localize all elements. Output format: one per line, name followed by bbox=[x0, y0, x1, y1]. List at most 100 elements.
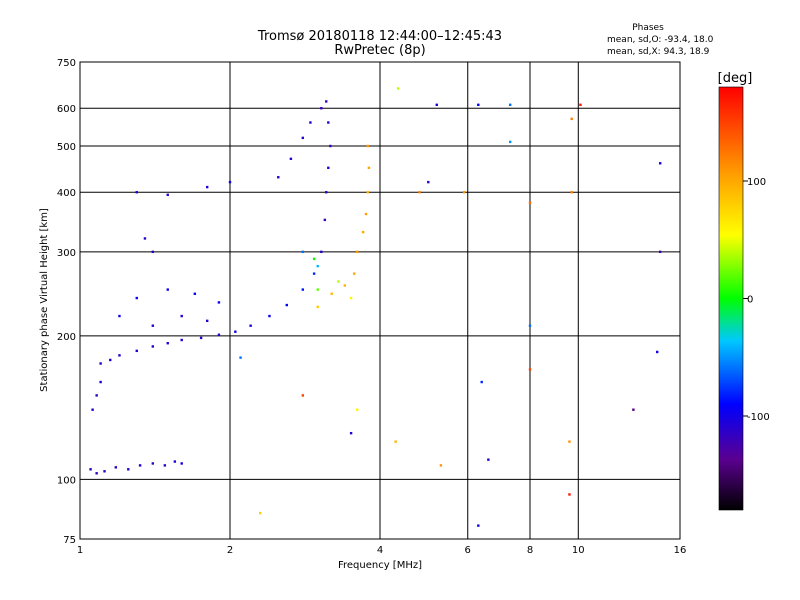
colorbar-label: [deg] bbox=[718, 71, 753, 86]
y-axis-label: Stationary phase Virtual Height [km] bbox=[39, 208, 50, 392]
chart-subtitle: RwPretec (8p) bbox=[334, 43, 425, 58]
data-point bbox=[367, 166, 371, 170]
data-point bbox=[462, 191, 466, 194]
y-tick-label: 600 bbox=[57, 104, 76, 115]
data-point bbox=[301, 394, 305, 397]
data-point bbox=[435, 103, 438, 107]
data-point bbox=[325, 100, 328, 103]
stats-x-line: mean, sd,X: 94.3, 18.9 bbox=[607, 47, 710, 57]
data-point bbox=[301, 136, 305, 140]
data-point bbox=[205, 319, 209, 323]
data-point bbox=[366, 144, 369, 148]
data-point bbox=[199, 336, 203, 340]
colorbar-tick-label: 100 bbox=[747, 177, 766, 188]
data-point bbox=[138, 464, 142, 467]
data-point bbox=[180, 462, 183, 465]
data-point bbox=[439, 464, 443, 467]
data-point bbox=[285, 303, 288, 307]
data-point bbox=[166, 193, 169, 197]
colorbar bbox=[718, 86, 744, 511]
data-point bbox=[327, 121, 330, 124]
data-point bbox=[396, 87, 400, 90]
colorbar-tick-label: 0 bbox=[747, 295, 753, 306]
stats-box: Phases mean, sd,O: -93.4, 18.0 mean, sd,… bbox=[607, 23, 714, 57]
data-point bbox=[151, 250, 155, 254]
data-point bbox=[89, 468, 92, 471]
data-point bbox=[217, 333, 221, 336]
x-tick-label: 1 bbox=[77, 545, 83, 556]
data-point bbox=[228, 180, 232, 184]
data-point bbox=[259, 511, 262, 515]
data-point bbox=[180, 338, 183, 342]
y-tick-labels: 75 100 200 300 400 500 600 750 bbox=[57, 58, 76, 546]
data-point bbox=[355, 250, 359, 254]
data-point bbox=[477, 103, 480, 107]
data-point bbox=[320, 250, 323, 254]
data-point bbox=[151, 462, 155, 465]
data-point bbox=[103, 470, 106, 473]
x-tick-label: 4 bbox=[377, 545, 383, 556]
data-point bbox=[361, 230, 365, 234]
data-point bbox=[289, 157, 293, 161]
data-point bbox=[95, 472, 98, 475]
data-point bbox=[327, 166, 330, 170]
data-point bbox=[239, 356, 242, 359]
data-point bbox=[277, 176, 280, 179]
y-tick-label: 100 bbox=[57, 475, 76, 486]
data-point bbox=[480, 380, 483, 384]
data-point bbox=[579, 103, 582, 107]
x-axis-label: Frequency [MHz] bbox=[338, 560, 422, 571]
x-tick-label: 6 bbox=[465, 545, 471, 556]
data-point bbox=[135, 191, 138, 194]
data-point bbox=[166, 288, 169, 291]
x-tick-labels: 1 2 4 6 8 10 16 bbox=[77, 545, 687, 556]
grid-lines bbox=[80, 62, 680, 539]
y-tick-label: 300 bbox=[57, 248, 76, 259]
data-point bbox=[658, 250, 662, 254]
stats-heading: Phases bbox=[632, 23, 664, 33]
data-point bbox=[364, 212, 368, 216]
data-point bbox=[352, 272, 356, 275]
data-point bbox=[655, 350, 659, 354]
data-point bbox=[99, 362, 102, 365]
x-tick-label: 10 bbox=[572, 545, 585, 556]
data-point bbox=[570, 191, 573, 194]
data-point bbox=[325, 191, 328, 194]
data-point bbox=[193, 292, 197, 295]
data-point bbox=[528, 324, 532, 327]
data-point bbox=[312, 272, 316, 275]
data-point bbox=[312, 257, 316, 261]
data-point bbox=[217, 301, 221, 304]
data-point bbox=[568, 493, 571, 496]
data-point bbox=[418, 191, 421, 194]
y-tick-label: 750 bbox=[57, 58, 76, 69]
data-point bbox=[349, 296, 353, 300]
data-point bbox=[99, 380, 102, 384]
data-point bbox=[487, 458, 490, 461]
data-point bbox=[118, 354, 121, 357]
data-point bbox=[151, 345, 155, 348]
data-point bbox=[355, 408, 359, 411]
stats-o-line: mean, sd,O: -93.4, 18.0 bbox=[607, 35, 714, 45]
data-point bbox=[394, 440, 397, 443]
data-point bbox=[568, 440, 571, 443]
data-point bbox=[163, 464, 167, 467]
y-tick-label: 400 bbox=[57, 188, 76, 199]
data-point bbox=[118, 314, 121, 318]
data-point bbox=[135, 296, 138, 300]
colorbar-ticks: 100 0 -100 bbox=[743, 177, 770, 423]
data-point bbox=[91, 408, 94, 411]
data-point bbox=[109, 358, 112, 362]
data-point bbox=[323, 218, 327, 222]
data-point bbox=[427, 180, 430, 184]
data-point bbox=[127, 468, 130, 471]
data-point bbox=[330, 292, 333, 295]
data-point bbox=[301, 288, 305, 291]
data-point bbox=[329, 144, 332, 148]
data-point bbox=[320, 107, 323, 110]
x-tick-label: 16 bbox=[674, 545, 687, 556]
data-point bbox=[343, 284, 347, 287]
data-point bbox=[316, 305, 319, 309]
data-point bbox=[508, 103, 512, 107]
